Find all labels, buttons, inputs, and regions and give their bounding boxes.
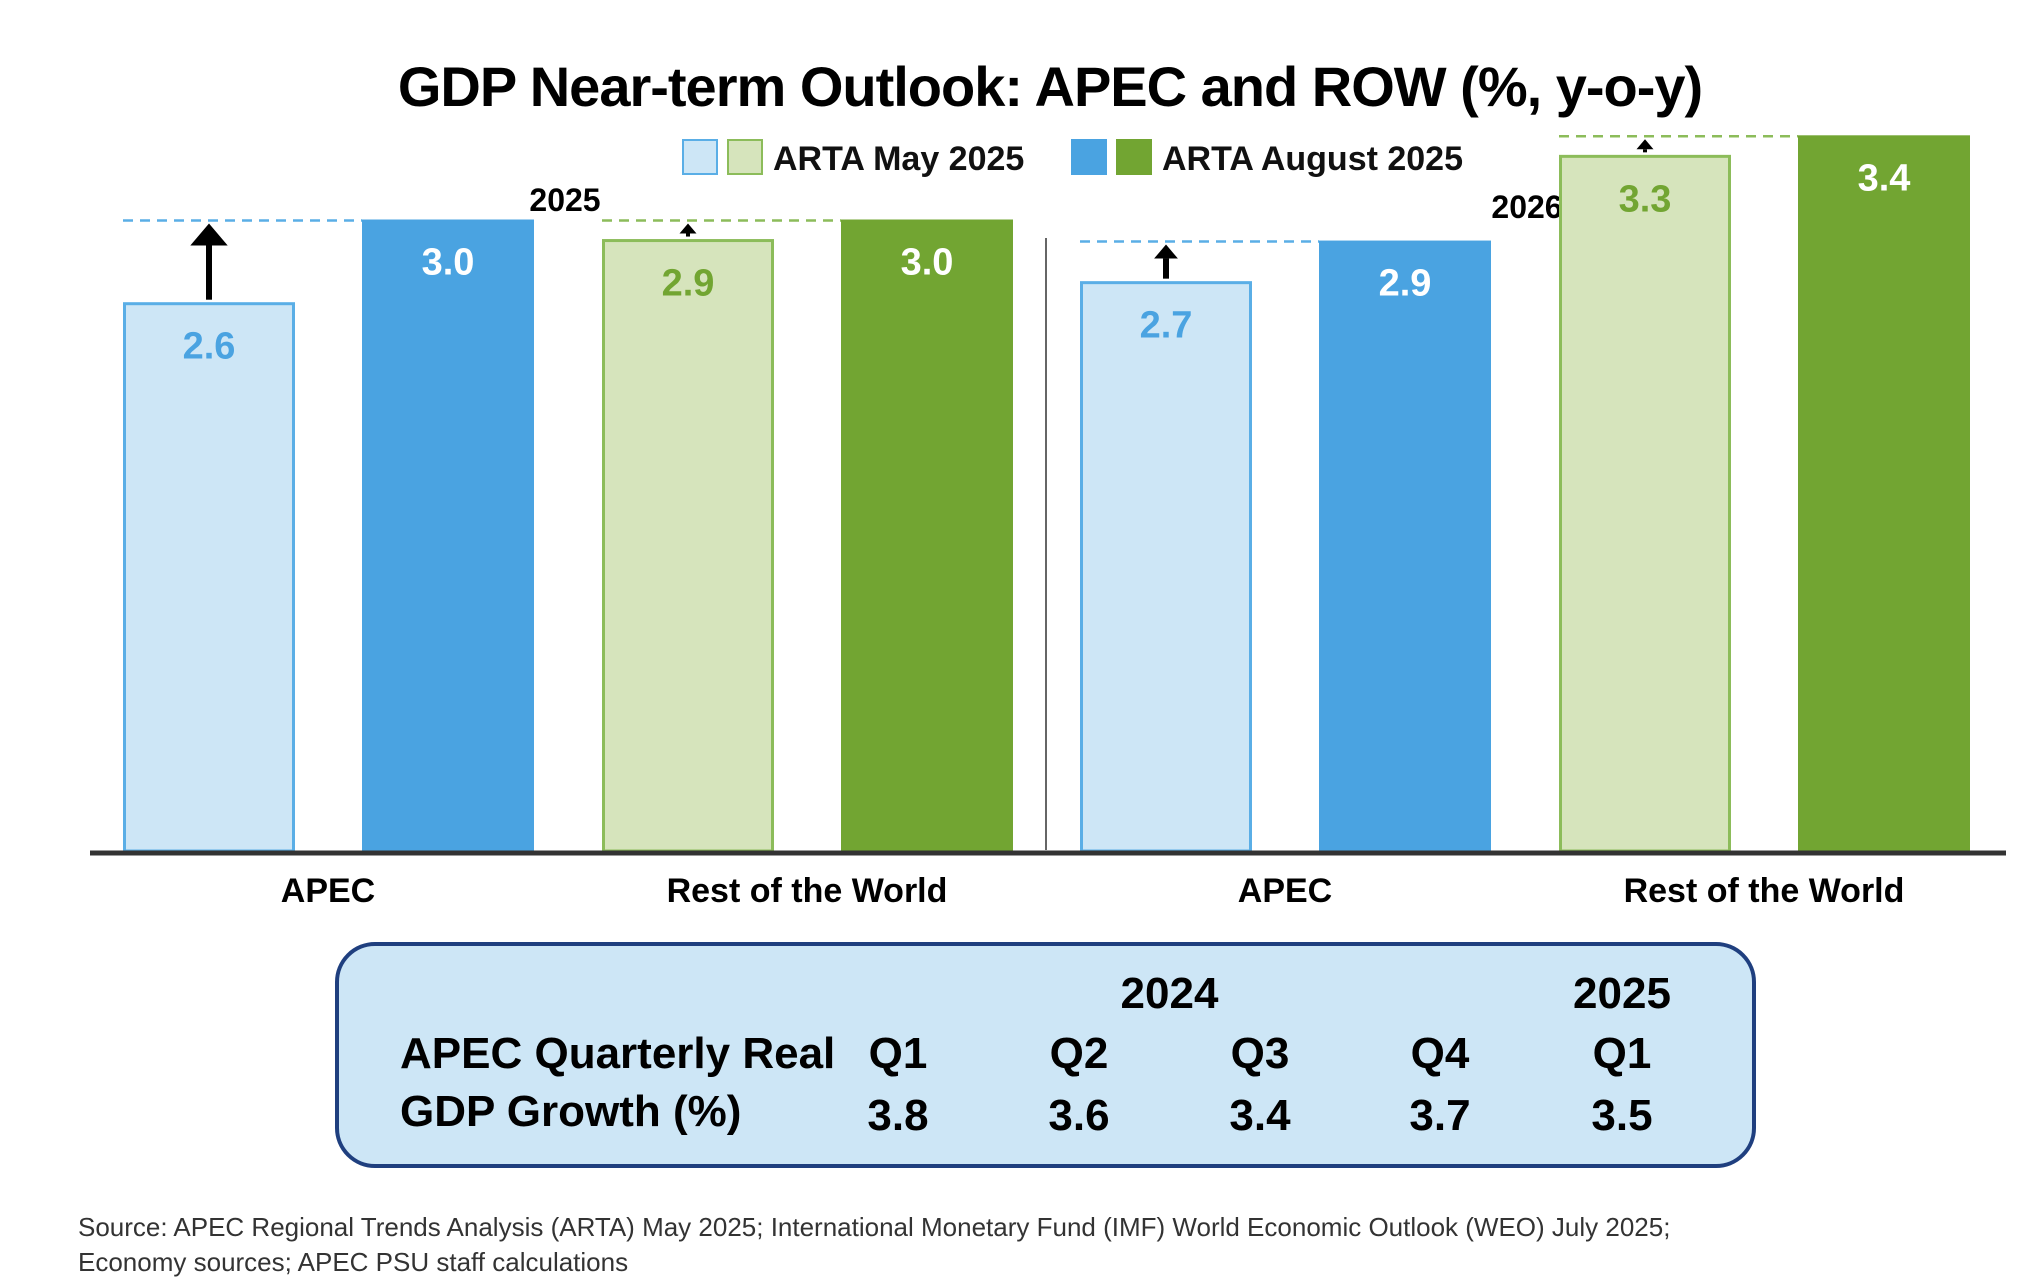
revision-arrow-head bbox=[1154, 244, 1178, 259]
bars bbox=[123, 135, 1970, 853]
panel-year-label: 2024 bbox=[1121, 969, 1219, 1018]
revision-arrow-shaft bbox=[1163, 258, 1169, 279]
panel-quarter-label: Q2 bbox=[1050, 1029, 1109, 1078]
panel-growth-value: 3.7 bbox=[1409, 1091, 1470, 1140]
quarterly-panel bbox=[335, 942, 1756, 1168]
chart-title: GDP Near-term Outlook: APEC and ROW (%, … bbox=[398, 55, 1702, 118]
source-line-1: Source: APEC Regional Trends Analysis (A… bbox=[78, 1212, 1670, 1242]
revision-arrow-head bbox=[1636, 139, 1654, 150]
panel-growth-value: 3.6 bbox=[1048, 1091, 1109, 1140]
category-label: APEC bbox=[1238, 872, 1332, 910]
bar-august-2025 bbox=[1319, 240, 1491, 852]
bar-may-2025 bbox=[1080, 281, 1252, 853]
bar-value-label-august: 3.0 bbox=[422, 242, 475, 284]
bar-value-label-august: 3.0 bbox=[901, 242, 954, 284]
bar-value-label-august: 3.4 bbox=[1858, 157, 1911, 199]
legend: ARTA May 2025 ARTA August 2025 bbox=[682, 139, 1463, 178]
bar-august-2025 bbox=[362, 219, 534, 851]
panel-quarter-label: Q1 bbox=[1593, 1029, 1652, 1078]
year-label: 2025 bbox=[529, 182, 600, 218]
legend-swatch bbox=[727, 139, 763, 175]
bar-value-label-may: 3.3 bbox=[1619, 178, 1672, 220]
bar-value-label-may: 2.7 bbox=[1140, 305, 1193, 347]
category-label: Rest of the World bbox=[1624, 872, 1905, 910]
bar-value-label-may: 2.6 bbox=[183, 326, 236, 368]
legend-label: ARTA August 2025 bbox=[1162, 140, 1463, 178]
category-label: Rest of the World bbox=[667, 872, 948, 910]
bar-labels: 2.6 3.0 2.9 3.0 2.7 2.9 3.3 3.4 bbox=[183, 157, 1911, 367]
legend-swatch bbox=[1116, 139, 1152, 175]
panel-growth-value: 3.4 bbox=[1229, 1091, 1291, 1140]
category-labels: APEC Rest of the World APEC Rest of the Wor… bbox=[281, 872, 1905, 910]
revision-arrow-head bbox=[679, 223, 697, 234]
panel-growth-value: 3.5 bbox=[1591, 1091, 1652, 1140]
quarterly-panel-content: APEC Quarterly Real GDP Growth (%) 2024 2… bbox=[400, 969, 1671, 1140]
legend-label: ARTA May 2025 bbox=[773, 140, 1024, 178]
revision-arrow-shaft bbox=[1643, 149, 1647, 153]
revision-arrow-shaft bbox=[206, 245, 212, 300]
bar-may-2025 bbox=[1559, 154, 1731, 853]
bar-value-label-august: 2.9 bbox=[1379, 263, 1432, 305]
category-label: APEC bbox=[281, 872, 375, 910]
legend-swatch bbox=[682, 139, 718, 175]
arrows bbox=[190, 139, 1654, 300]
panel-growth-value: 3.8 bbox=[867, 1091, 928, 1140]
panel-label-line2: GDP Growth (%) bbox=[400, 1087, 741, 1136]
panel-quarter-label: Q4 bbox=[1411, 1029, 1470, 1078]
dash-lines bbox=[123, 135, 1798, 243]
bar-may-2025 bbox=[602, 239, 774, 853]
panel-year-label: 2025 bbox=[1573, 969, 1671, 1018]
bar-august-2025 bbox=[841, 219, 1013, 851]
panel-quarter-label: Q3 bbox=[1231, 1029, 1290, 1078]
year-label: 2026 bbox=[1491, 189, 1562, 225]
revision-arrow-shaft bbox=[686, 233, 690, 237]
panel-label-line1: APEC Quarterly Real bbox=[400, 1029, 835, 1078]
revision-arrow-head bbox=[190, 223, 228, 246]
legend-swatch bbox=[1071, 139, 1107, 175]
source-line-2: Economy sources; APEC PSU staff calculat… bbox=[78, 1247, 628, 1277]
year-labels: 2025 2026 bbox=[529, 182, 1562, 225]
bar-value-label-may: 2.9 bbox=[662, 263, 715, 305]
bar-august-2025 bbox=[1798, 135, 1970, 852]
panel-quarter-label: Q1 bbox=[869, 1029, 928, 1078]
bar-may-2025 bbox=[123, 302, 295, 853]
